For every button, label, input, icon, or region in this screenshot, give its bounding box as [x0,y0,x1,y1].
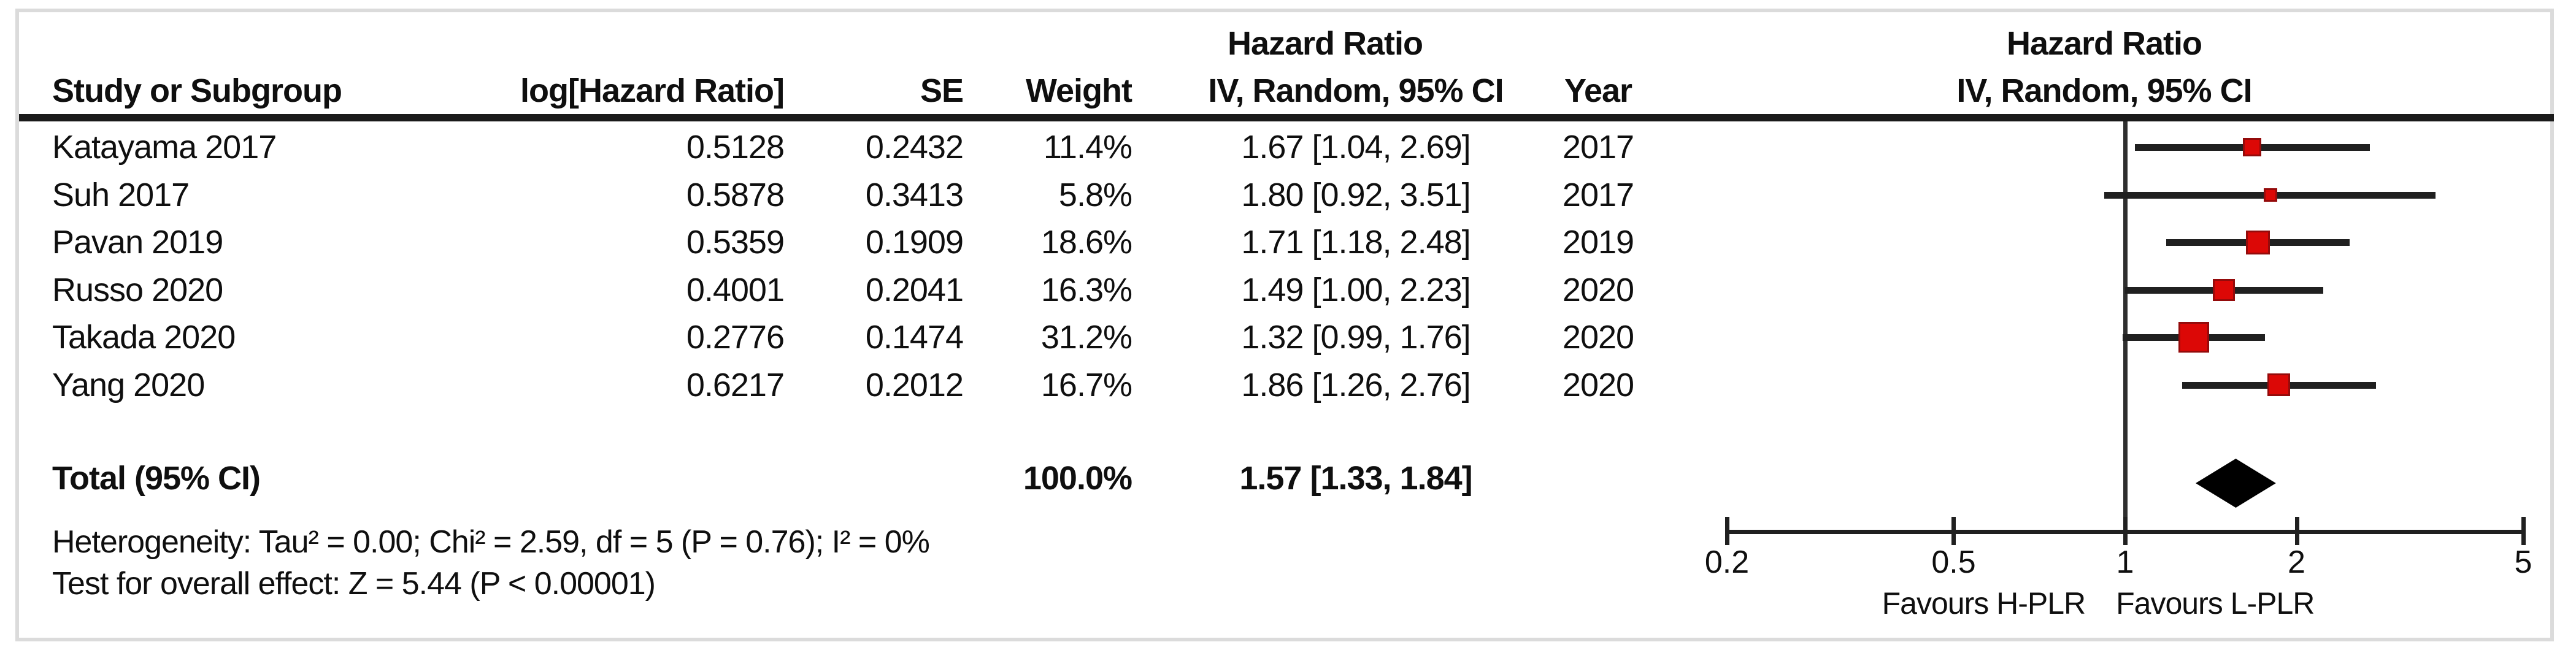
study-se: 0.1909 [865,224,964,261]
study-ci-text: 1.71 [1.18, 2.48] [1241,224,1471,261]
study-year: 2020 [1562,366,1634,403]
study-loghr: 0.5359 [686,224,785,261]
study-loghr: 0.5878 [686,176,785,213]
study-se: 0.2012 [865,366,964,403]
x-axis-tick-label: 1 [2116,544,2134,580]
study-ci-text: 1.80 [0.92, 3.51] [1241,176,1471,213]
study-name: Russo 2020 [52,271,223,308]
effect-marker [2267,373,2290,396]
total-ci: 1.57 [1.33, 1.84] [1239,460,1472,497]
study-ci-text: 1.32 [0.99, 1.76] [1241,319,1471,356]
overall-effect-note: Test for overall effect: Z = 5.44 (P < 0… [52,566,656,602]
study-name: Takada 2020 [52,319,236,356]
study-loghr: 0.4001 [686,271,785,308]
effect-marker [2264,188,2278,202]
favours-right-label: Favours L-PLR [2116,586,2315,621]
study-name: Suh 2017 [52,176,190,213]
column-header-se: SE [920,72,964,109]
x-axis-tick [2521,517,2526,545]
study-weight: 16.7% [1040,366,1132,403]
study-year: 2020 [1562,319,1634,356]
study-year: 2017 [1562,176,1634,213]
effect-marker [2212,278,2235,301]
favours-left-label: Favours H-PLR [1882,586,2086,621]
effect-marker [2242,138,2261,156]
x-axis-tick-label: 0.5 [1931,544,1976,580]
x-axis-tick [2294,517,2299,545]
study-ci-text: 1.49 [1.00, 2.23] [1241,271,1471,308]
column-header-weight: Weight [1026,72,1132,109]
study-weight: 16.3% [1040,271,1132,308]
study-loghr: 0.2776 [686,319,785,356]
effect-marker [2178,322,2209,353]
study-se: 0.2432 [865,129,964,166]
total-weight: 100.0% [1023,460,1132,497]
x-axis-tick [2123,517,2128,545]
x-axis-tick [1951,517,1956,545]
study-name: Katayama 2017 [52,129,277,166]
axis-direction-labels: Favours H-PLR Favours L-PLR [1816,586,2380,621]
header-rule [19,114,2554,121]
study-weight: 31.2% [1040,319,1132,356]
total-label: Total (95% CI) [52,460,261,497]
study-name: Yang 2020 [52,366,205,403]
column-header-loghr: log[Hazard Ratio] [520,72,785,109]
x-axis-tick-label: 5 [2514,544,2532,580]
column-header-year: Year [1564,72,1632,109]
study-name: Pavan 2019 [52,224,223,261]
no-effect-line [2123,121,2128,532]
study-weight: 18.6% [1040,224,1132,261]
column-header-ci-plot: IV, Random, 95% CI [1956,72,2252,109]
column-header-effect-right: Hazard Ratio [2006,25,2202,62]
study-se: 0.1474 [865,319,964,356]
study-weight: 5.8% [1058,176,1132,213]
study-ci-text: 1.67 [1.04, 2.69] [1241,129,1471,166]
column-header-ci: IV, Random, 95% CI [1208,72,1504,109]
x-axis-tick-label: 0.2 [1704,544,1750,580]
study-loghr: 0.5128 [686,129,785,166]
study-year: 2019 [1562,224,1634,261]
x-axis-tick-label: 2 [2288,544,2305,580]
study-se: 0.2041 [865,271,964,308]
study-loghr: 0.6217 [686,366,785,403]
column-header-study: Study or Subgroup [52,72,342,109]
heterogeneity-note: Heterogeneity: Tau² = 0.00; Chi² = 2.59,… [52,524,930,560]
study-year: 2017 [1562,129,1634,166]
study-year: 2020 [1562,271,1634,308]
study-se: 0.3413 [865,176,964,213]
column-header-effect-left: Hazard Ratio [1227,25,1423,62]
study-ci-text: 1.86 [1.26, 2.76] [1241,366,1471,403]
effect-marker [2245,230,2270,254]
x-axis-tick [1725,517,1729,545]
study-weight: 11.4% [1043,129,1132,166]
